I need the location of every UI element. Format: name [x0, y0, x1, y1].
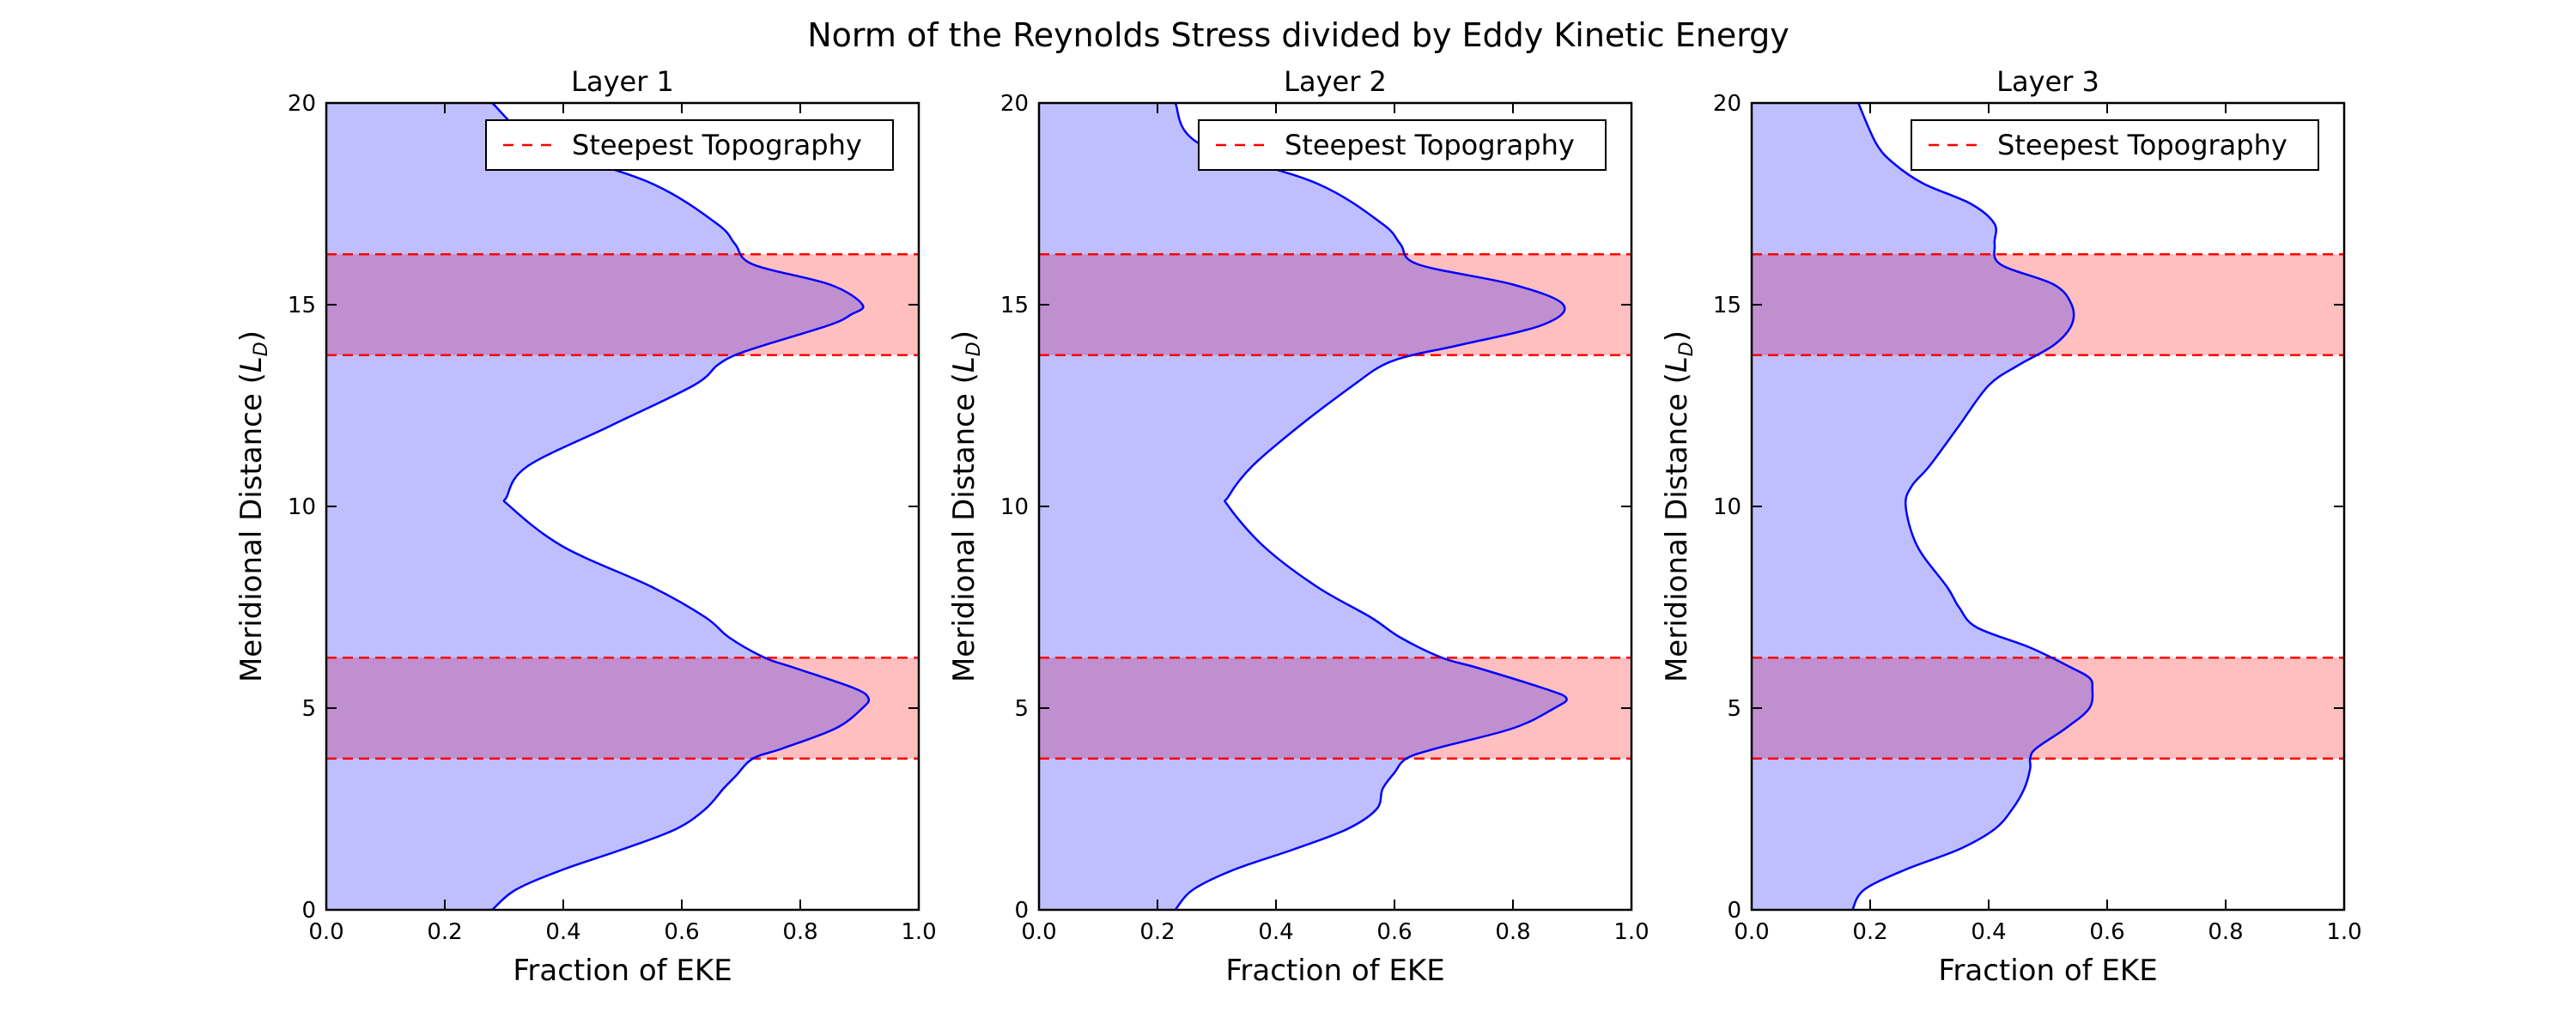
plot-frame [1037, 101, 1633, 912]
legend: Steepest Topography [1911, 119, 2319, 171]
x-tick-label: 1.0 [901, 919, 936, 945]
band-overlap-1 [326, 657, 869, 759]
y-axis-label-close: ) [234, 330, 269, 342]
legend: Steepest Topography [485, 119, 894, 171]
y-axis-label-symbol: L [947, 356, 981, 373]
y-tick-label: 10 [288, 494, 316, 520]
y-tick-label: 10 [1713, 494, 1741, 520]
x-tick-label: 0.8 [782, 919, 817, 945]
y-tick-label: 0 [1014, 898, 1029, 924]
band-overlap-1 [1039, 657, 1567, 759]
x-tick-label: 0.6 [664, 919, 699, 945]
y-axis-label-subscript: D [251, 342, 272, 356]
legend: Steepest Topography [1198, 119, 1607, 171]
legend-box [1198, 119, 1607, 171]
band-overlap-1 [1752, 657, 2093, 759]
eke-fraction-curve [1174, 103, 1568, 910]
x-axis-label: Fraction of EKE [1225, 954, 1444, 988]
legend-box [485, 119, 894, 171]
y-tick-label: 0 [1727, 898, 1741, 924]
y-axis-label: Meridional Distance (LD) [947, 330, 985, 682]
x-tick-label: 0.0 [1021, 919, 1056, 945]
x-tick-label: 0.0 [308, 919, 343, 945]
x-tick-label: 0.8 [1495, 919, 1530, 945]
y-tick-label: 0 [301, 898, 316, 924]
eke-fraction-curve [491, 103, 871, 910]
x-tick-label: 0.4 [545, 919, 580, 945]
x-tick-label: 1.0 [1613, 919, 1649, 945]
y-tick-label: 15 [1000, 293, 1029, 318]
panel-title: Layer 2 [1284, 65, 1387, 98]
y-tick-label: 15 [288, 293, 316, 318]
x-tick-label: 0.0 [1734, 919, 1769, 945]
chart-title: Norm of the Reynolds Stress divided by E… [807, 16, 1789, 54]
x-tick-label: 0.2 [427, 919, 462, 945]
band-overlap-2 [326, 254, 864, 355]
legend-box [1911, 119, 2319, 171]
eke-fraction-fill [1039, 103, 1567, 910]
y-tick-label: 20 [1713, 91, 1741, 117]
y-axis-label-close: ) [1660, 330, 1694, 342]
x-tick-label: 0.6 [2089, 919, 2124, 945]
x-tick-label: 0.4 [1258, 919, 1293, 945]
plot-frame [325, 101, 920, 912]
eke-fraction-fill [326, 103, 869, 910]
plot-area [326, 103, 919, 910]
panel-layer-2: 0.0 0.2 0.4 0.6 0.8 1.0 0 5 10 15 20 Layer 2 Fractio… [947, 65, 1649, 988]
y-axis-label: Meridional Distance (LD) [1660, 330, 1698, 682]
y-tick-label: 20 [288, 91, 316, 117]
x-tick-label: 0.2 [1852, 919, 1887, 945]
x-axis-label: Fraction of EKE [1938, 954, 2157, 988]
y-axis-label: Meridional Distance (LD) [234, 330, 272, 682]
x-tick-label: 0.2 [1139, 919, 1175, 945]
x-axis-label: Fraction of EKE [513, 954, 732, 988]
y-axis-label-main: Meridional Distance ( [1660, 373, 1694, 682]
panel-title: Layer 3 [1996, 65, 2099, 98]
eke-fraction-curve [1851, 103, 2094, 910]
plot-frame [1750, 101, 2346, 912]
y-tick-label: 10 [1000, 494, 1029, 520]
band-overlap-2 [1752, 254, 2075, 355]
y-axis-label-subscript: D [1676, 342, 1698, 356]
y-axis-label-subscript: D [963, 342, 985, 356]
plot-area [1752, 103, 2344, 910]
band-overlap-2 [1039, 254, 1565, 355]
y-tick-label: 5 [301, 696, 316, 722]
legend-label: Steepest Topography [1285, 129, 1575, 161]
legend-label: Steepest Topography [572, 129, 862, 161]
x-tick-label: 0.6 [1376, 919, 1412, 945]
x-tick-label: 1.0 [2326, 919, 2361, 945]
y-axis-label-symbol: L [1660, 356, 1694, 373]
y-axis-label-main: Meridional Distance ( [234, 373, 269, 682]
panel-layer-1: 0.0 0.2 0.4 0.6 0.8 1.0 0 5 10 15 20 Layer 1 Fractio… [234, 65, 937, 988]
y-tick-label: 5 [1014, 696, 1029, 722]
x-tick-label: 0.8 [2208, 919, 2243, 945]
y-axis-label-close: ) [947, 330, 981, 342]
panel-title: Layer 1 [571, 65, 674, 98]
eke-fraction-fill [1752, 103, 2093, 910]
y-axis-label-main: Meridional Distance ( [947, 373, 981, 682]
legend-label: Steepest Topography [1997, 129, 2287, 161]
x-tick-label: 0.4 [1971, 919, 2006, 945]
panel-layer-3: 0.0 0.2 0.4 0.6 0.8 1.0 0 5 10 15 20 Layer 3 Fractio… [1660, 65, 2362, 988]
y-tick-label: 5 [1727, 696, 1741, 722]
plot-area [1039, 103, 1631, 910]
y-tick-label: 20 [1000, 91, 1029, 117]
y-tick-label: 15 [1713, 293, 1741, 318]
y-axis-label-symbol: L [234, 356, 269, 373]
